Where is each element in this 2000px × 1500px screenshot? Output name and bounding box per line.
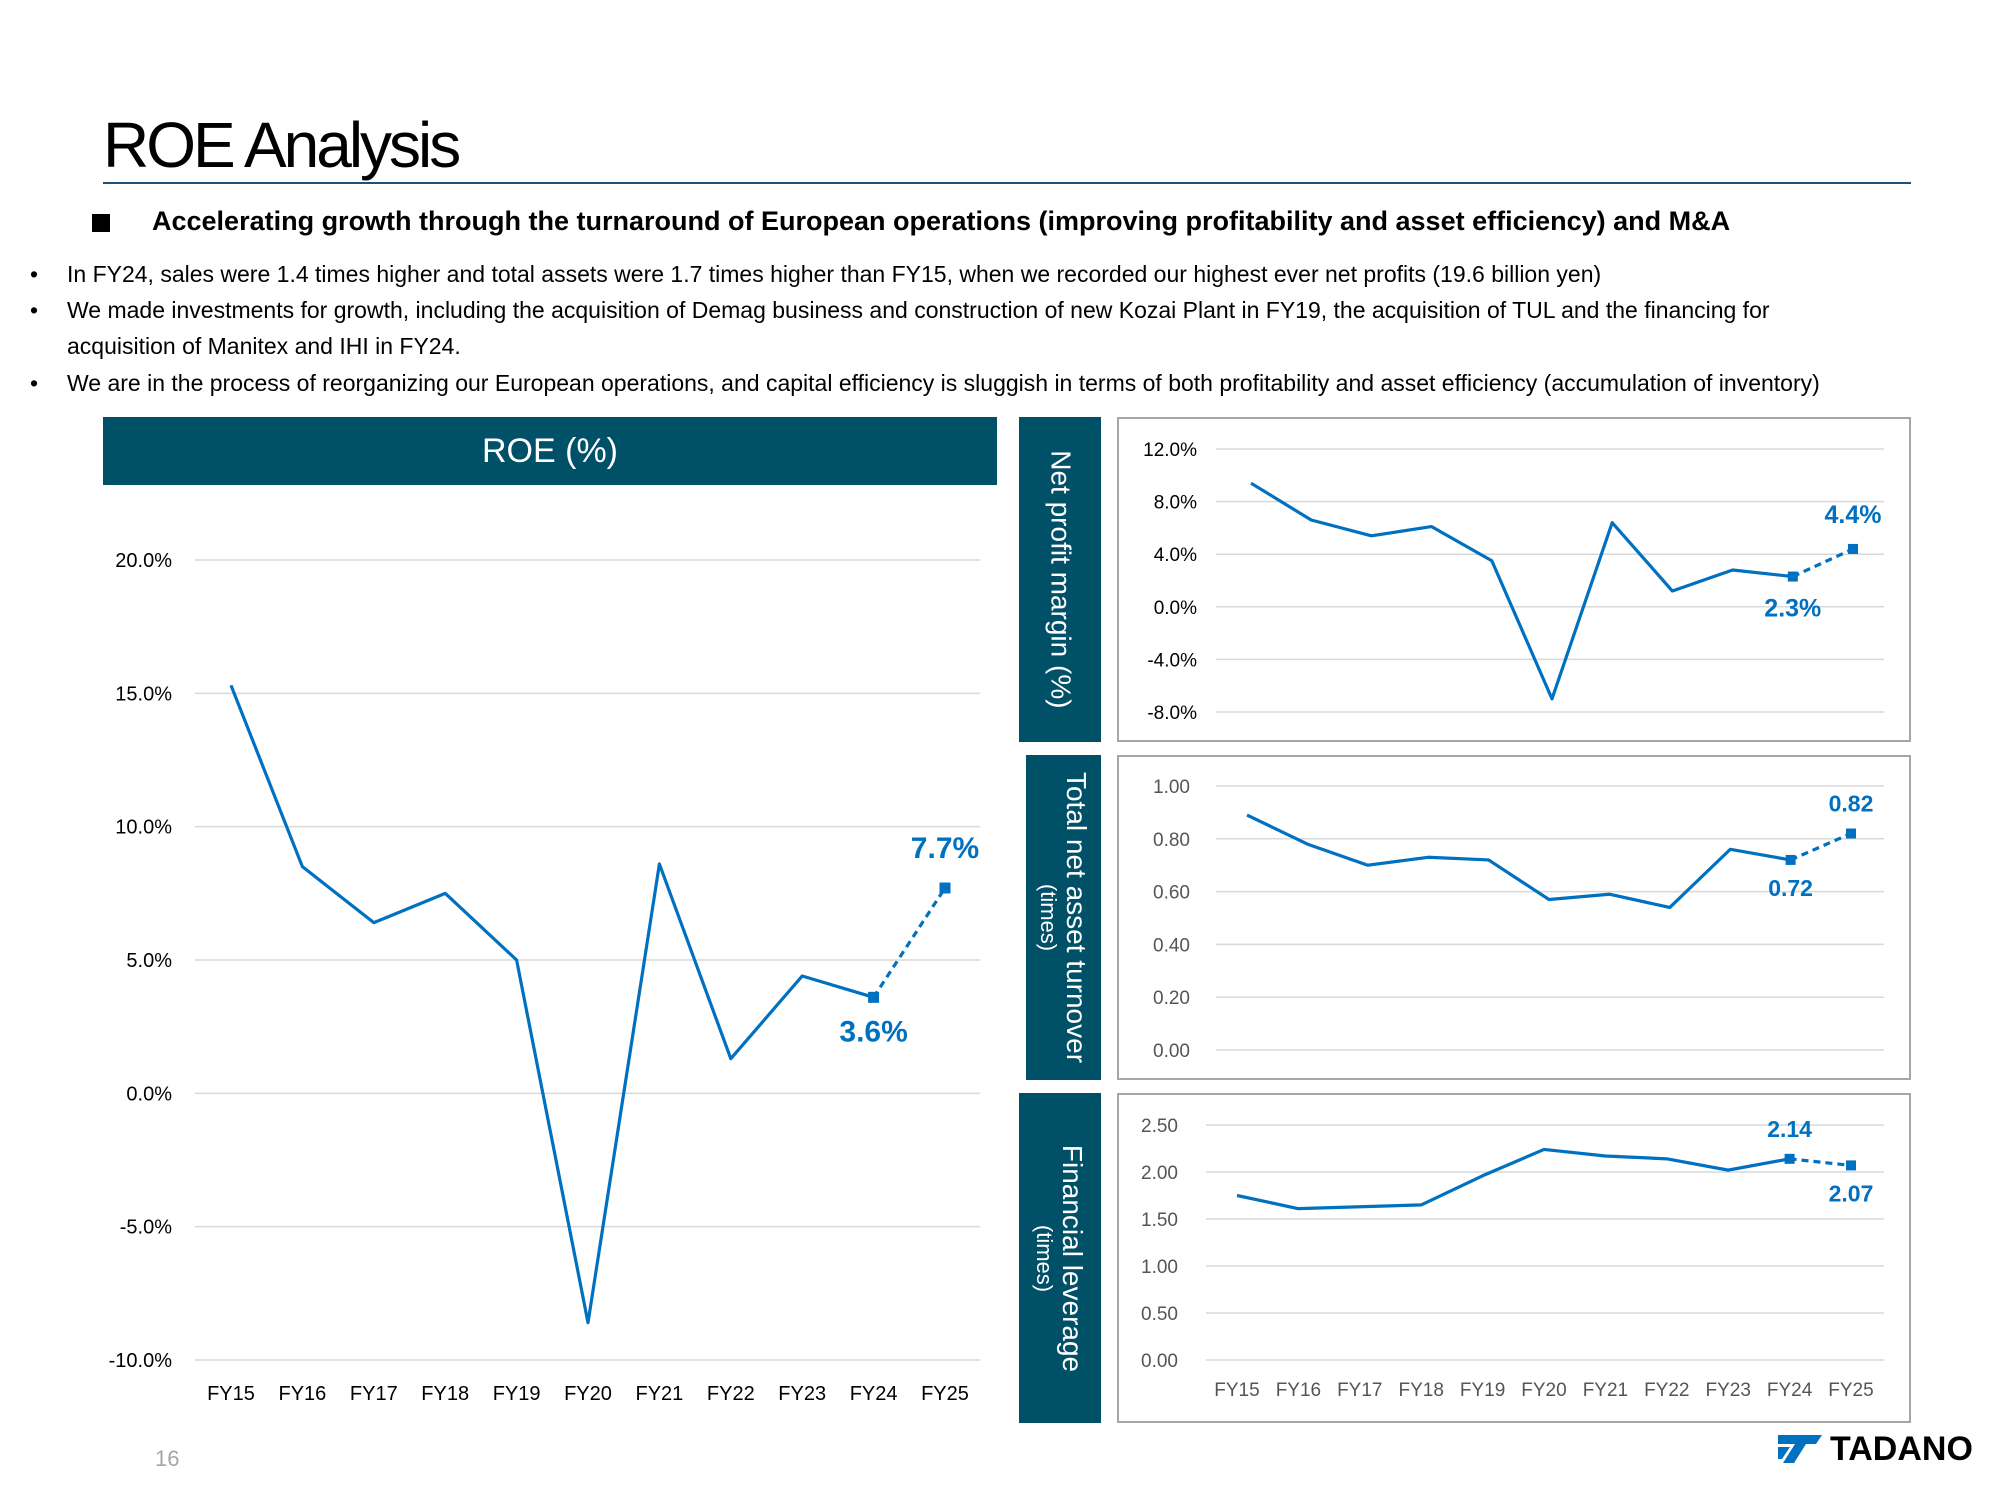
roe-series-line [229, 684, 875, 1325]
company-logo: TADANO [1778, 1429, 1973, 1468]
bullet-dot-icon: • [30, 261, 39, 287]
fl-x-tick-label: FY16 [1276, 1380, 1321, 1401]
bullet-item: • In FY24, sales were 1.4 times higher an… [30, 256, 1990, 292]
fl-data-point-marker [1784, 1153, 1795, 1164]
roe-chart-title: ROE (%) [103, 417, 997, 485]
roe-data-label: 7.7% [911, 832, 979, 865]
roe-x-tick-label: FY21 [635, 1383, 683, 1405]
tnat-data-label: 0.72 [1768, 875, 1813, 901]
npm-forecast-line [1792, 547, 1854, 579]
npm-y-tick-label: 0.0% [1154, 598, 1197, 619]
fl-y-tick-label: 0.50 [1141, 1304, 1178, 1325]
tadano-logo-mark-icon [1778, 1435, 1822, 1463]
bullet-dot-icon: • [30, 297, 39, 323]
net-profit-margin-chart-frame [1117, 417, 1911, 742]
roe-y-tick-label: -10.0% [109, 1350, 173, 1372]
bullet-text: In FY24, sales were 1.4 times higher and… [67, 261, 1602, 287]
fl-x-tick-label: FY24 [1767, 1380, 1813, 1401]
tnat-data-point-marker [1785, 854, 1796, 865]
page-number: 16 [155, 1446, 180, 1471]
roe-data-label: 3.6% [839, 1015, 907, 1048]
fl-data-label: 2.07 [1829, 1180, 1874, 1206]
roe-x-tick-label: FY24 [850, 1383, 898, 1405]
roe-x-tick-label: FY20 [564, 1383, 612, 1405]
roe-x-tick-label: FY16 [278, 1383, 326, 1405]
logo-text: TADANO [1830, 1429, 1973, 1468]
tnat-data-point-marker [1846, 828, 1856, 839]
fl-y-tick-label: 2.00 [1141, 1163, 1178, 1184]
tnat-y-tick-label: 0.80 [1153, 830, 1190, 851]
roe-y-tick-label: 10.0% [115, 817, 172, 839]
fl-x-tick-label: FY17 [1337, 1380, 1382, 1401]
fl-series-line [1236, 1147, 1790, 1211]
roe-data-point-marker [868, 991, 880, 1003]
bullet-item: • We made investments for growth, includi… [30, 292, 1990, 364]
bullet-text: We made investments for growth, includin… [67, 297, 1770, 323]
fl-forecast-line [1789, 1157, 1852, 1168]
fl-y-tick-label: 1.50 [1141, 1210, 1178, 1231]
roe-forecast-line [872, 887, 947, 999]
fl-x-tick-label: FY20 [1521, 1380, 1566, 1401]
npm-y-tick-label: -4.0% [1147, 650, 1197, 671]
roe-y-tick-label: 15.0% [115, 683, 172, 705]
financial-leverage-chart-frame [1117, 1093, 1911, 1423]
npm-data-point-marker [1787, 571, 1798, 582]
npm-y-tick-label: 4.0% [1154, 545, 1197, 566]
headline-square-icon [92, 214, 110, 232]
tnat-y-tick-label: 1.00 [1153, 777, 1190, 798]
npm-data-label: 2.3% [1764, 595, 1821, 623]
fl-x-tick-label: FY19 [1460, 1380, 1505, 1401]
roe-y-tick-label: -5.0% [120, 1217, 172, 1239]
title-divider [103, 182, 1911, 184]
tnat-data-label: 0.82 [1829, 791, 1874, 817]
tnat-y-tick-label: 0.40 [1153, 935, 1190, 956]
tnat-y-tick-label: 0.00 [1153, 1041, 1190, 1062]
npm-data-label: 4.4% [1825, 501, 1882, 529]
total-net-asset-turnover-chart-title: Total net asset turnover (times) [1026, 755, 1101, 1080]
fl-y-tick-label: 1.00 [1141, 1257, 1178, 1278]
headline: Accelerating growth through the turnarou… [152, 206, 1731, 236]
bullet-dot-icon: • [30, 370, 39, 396]
fl-data-point-marker [1846, 1160, 1856, 1171]
tnat-y-tick-label: 0.20 [1153, 988, 1190, 1009]
net-profit-margin-chart-title: Net profit margin (%) [1019, 417, 1101, 742]
roe-y-tick-label: 0.0% [126, 1083, 172, 1105]
fl-x-tick-label: FY23 [1705, 1380, 1750, 1401]
bullet-item: • We are in the process of reorganizing o… [30, 365, 1990, 401]
fl-y-tick-label: 2.50 [1141, 1116, 1178, 1137]
bullet-text: We are in the process of reorganizing ou… [67, 370, 1820, 396]
roe-x-tick-label: FY25 [921, 1383, 969, 1405]
fl-x-tick-label: FY21 [1583, 1380, 1628, 1401]
tnat-series-line [1246, 813, 1791, 910]
fl-x-tick-label: FY15 [1214, 1380, 1259, 1401]
bullet-text-continued: acquisition of Manitex and IHI in FY24. [67, 333, 461, 359]
tnat-y-tick-label: 0.60 [1153, 883, 1190, 904]
roe-x-tick-label: FY22 [707, 1383, 755, 1405]
roe-y-tick-label: 5.0% [126, 950, 172, 972]
npm-y-tick-label: -8.0% [1147, 703, 1197, 724]
tnat-forecast-line [1789, 832, 1852, 862]
total-net-asset-turnover-chart-frame [1117, 755, 1911, 1080]
npm-series-line [1250, 481, 1793, 701]
fl-x-tick-label: FY25 [1828, 1380, 1873, 1401]
roe-x-tick-label: FY19 [493, 1383, 541, 1405]
roe-x-tick-label: FY18 [421, 1383, 469, 1405]
npm-data-point-marker [1848, 543, 1858, 554]
roe-x-tick-label: FY17 [350, 1383, 398, 1405]
financial-leverage-chart-title: Financial leverage (times) [1019, 1093, 1101, 1423]
npm-y-tick-label: 8.0% [1154, 493, 1197, 514]
npm-y-tick-label: 12.0% [1143, 440, 1197, 461]
roe-y-tick-label: 20.0% [115, 550, 172, 572]
fl-x-tick-label: FY22 [1644, 1380, 1689, 1401]
roe-x-tick-label: FY15 [207, 1383, 255, 1405]
roe-data-point-marker [939, 882, 951, 894]
fl-data-label: 2.14 [1767, 1116, 1812, 1142]
roe-x-tick-label: FY23 [778, 1383, 826, 1405]
page-title: ROE Analysis [103, 109, 461, 181]
fl-x-tick-label: FY18 [1398, 1380, 1443, 1401]
fl-y-tick-label: 0.00 [1141, 1351, 1178, 1372]
